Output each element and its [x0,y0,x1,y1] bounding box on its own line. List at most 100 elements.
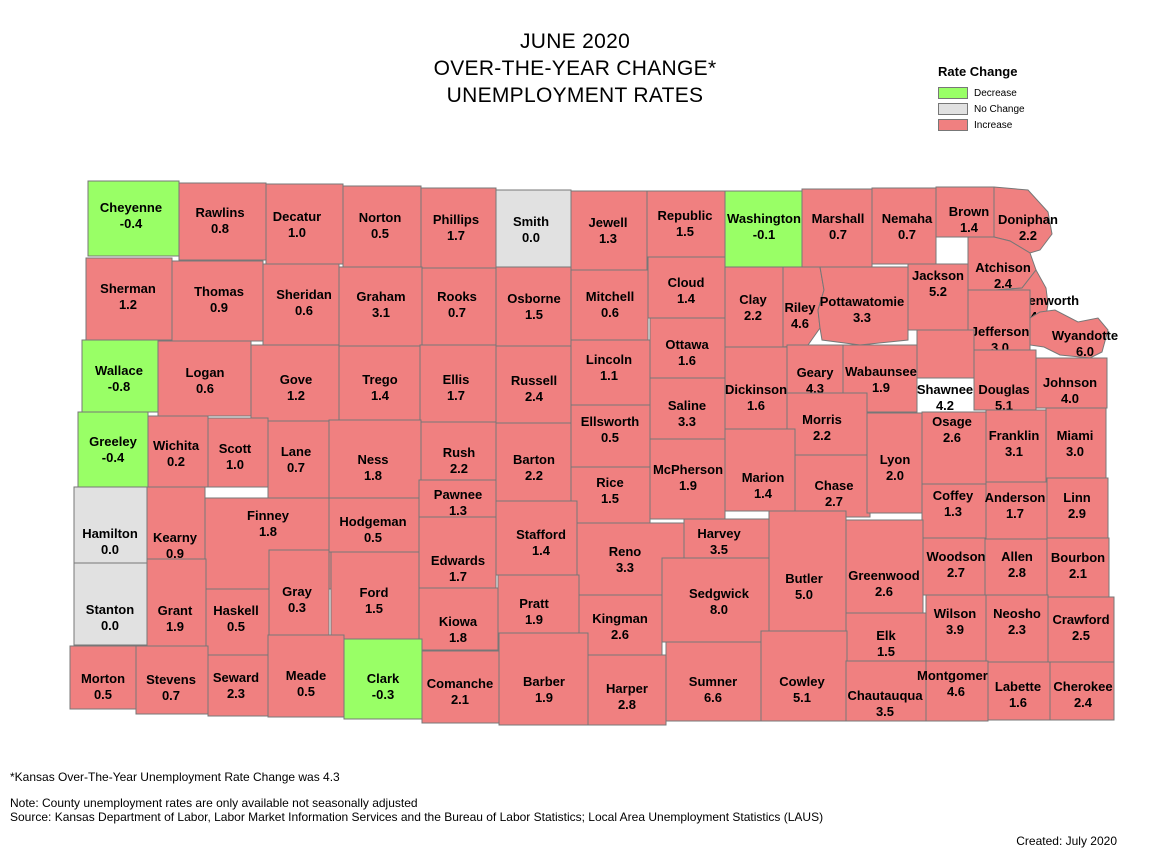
county-shape-anderson [985,481,1048,540]
county-value-meade: 0.5 [297,684,315,699]
legend-item-increase: Increase [938,117,1048,133]
county-name-pawnee: Pawnee [434,487,482,502]
county-value-lane: 0.7 [287,460,305,475]
county-value-hamilton: 0.0 [101,542,119,557]
county-value-barber: 1.9 [535,690,553,705]
county-value-morris: 2.2 [813,428,831,443]
county-shape-lincoln [570,339,651,406]
county-name-thomas: Thomas [194,284,244,299]
notes-block: *Kansas Over-The-Year Unemployment Rate … [10,770,823,824]
county-name-dickinson: Dickinson [725,382,787,397]
county-value-pawnee: 1.3 [449,503,467,518]
county-shape-barton [495,422,578,502]
county-wallace: Wallace-0.8 [81,339,159,413]
county-shape-nemaha [871,187,937,265]
county-shape-wilson [925,594,987,662]
county-value-comanche: 2.1 [451,692,469,707]
county-name-republic: Republic [658,208,713,223]
county-name-pottawatomie: Pottawatomie [820,294,905,309]
county-shape-trego [338,345,421,421]
county-name-montgomery: Montgomery [917,668,996,683]
county-shape-ottawa [649,317,726,379]
created-date: Created: July 2020 [1016,834,1117,848]
county-name-mitchell: Mitchell [586,289,634,304]
county-value-allen: 2.8 [1008,565,1026,580]
county-value-cloud: 1.4 [677,291,696,306]
county-shape-seward [207,654,269,717]
county-value-marshall: 0.7 [829,227,847,242]
county-value-finney: 1.8 [259,524,277,539]
county-value-wabaunsee: 1.9 [872,380,890,395]
county-value-linn: 2.9 [1068,506,1086,521]
county-name-doniphan: Doniphan [998,212,1058,227]
county-name-kiowa: Kiowa [439,614,478,629]
legend-label-increase: Increase [974,119,1013,131]
county-value-pratt: 1.9 [525,612,543,627]
county-name-jackson: Jackson [912,268,964,283]
county-shape-saline [649,377,726,440]
county-name-stafford: Stafford [516,527,566,542]
county-name-barber: Barber [523,674,565,689]
county-name-logan: Logan [186,365,225,380]
county-name-linn: Linn [1063,490,1090,505]
county-shape-ellis [419,344,497,423]
county-value-stevens: 0.7 [162,688,180,703]
county-name-franklin: Franklin [989,428,1040,443]
county-value-cheyenne: -0.4 [120,216,143,231]
county-name-russell: Russell [511,373,557,388]
county-shape-marion [724,428,796,512]
county-value-edwards: 1.7 [449,569,467,584]
legend-swatch-increase [938,119,968,131]
county-value-thomas: 0.9 [210,300,228,315]
county-shape-woodson [922,537,986,596]
county-value-butler: 5.0 [795,587,813,602]
county-name-atchison: Atchison [975,260,1031,275]
county-shape-pawnee [418,479,497,518]
county-value-norton: 0.5 [371,226,389,241]
county-name-sumner: Sumner [689,674,737,689]
county-value-washington: -0.1 [753,227,775,242]
county-shape-scott [207,417,269,488]
kansas-county-map: Cheyenne-0.4Rawlins0.8Decatur1.0Norton0.… [69,180,1118,726]
county-greeley: Greeley-0.4 [77,411,149,488]
county-value-johnson: 4.0 [1061,391,1079,406]
map-title: JUNE 2020 OVER-THE-YEAR CHANGE* UNEMPLOY… [400,28,750,109]
county-shape-gove [250,344,340,422]
county-value-rush: 2.2 [450,461,468,476]
county-value-stanton: 0.0 [101,618,119,633]
county-shape-pratt [497,574,580,634]
county-shape-greenwood [845,519,924,614]
county-name-labette: Labette [995,679,1041,694]
county-name-morton: Morton [81,671,125,686]
county-name-clay: Clay [739,292,767,307]
county-name-decatur: Decatur [273,209,321,224]
county-value-marion: 1.4 [754,486,773,501]
county-name-greeley: Greeley [89,434,137,449]
county-value-grant: 1.9 [166,619,184,634]
county-name-phillips: Phillips [433,212,479,227]
county-name-kingman: Kingman [592,611,648,626]
